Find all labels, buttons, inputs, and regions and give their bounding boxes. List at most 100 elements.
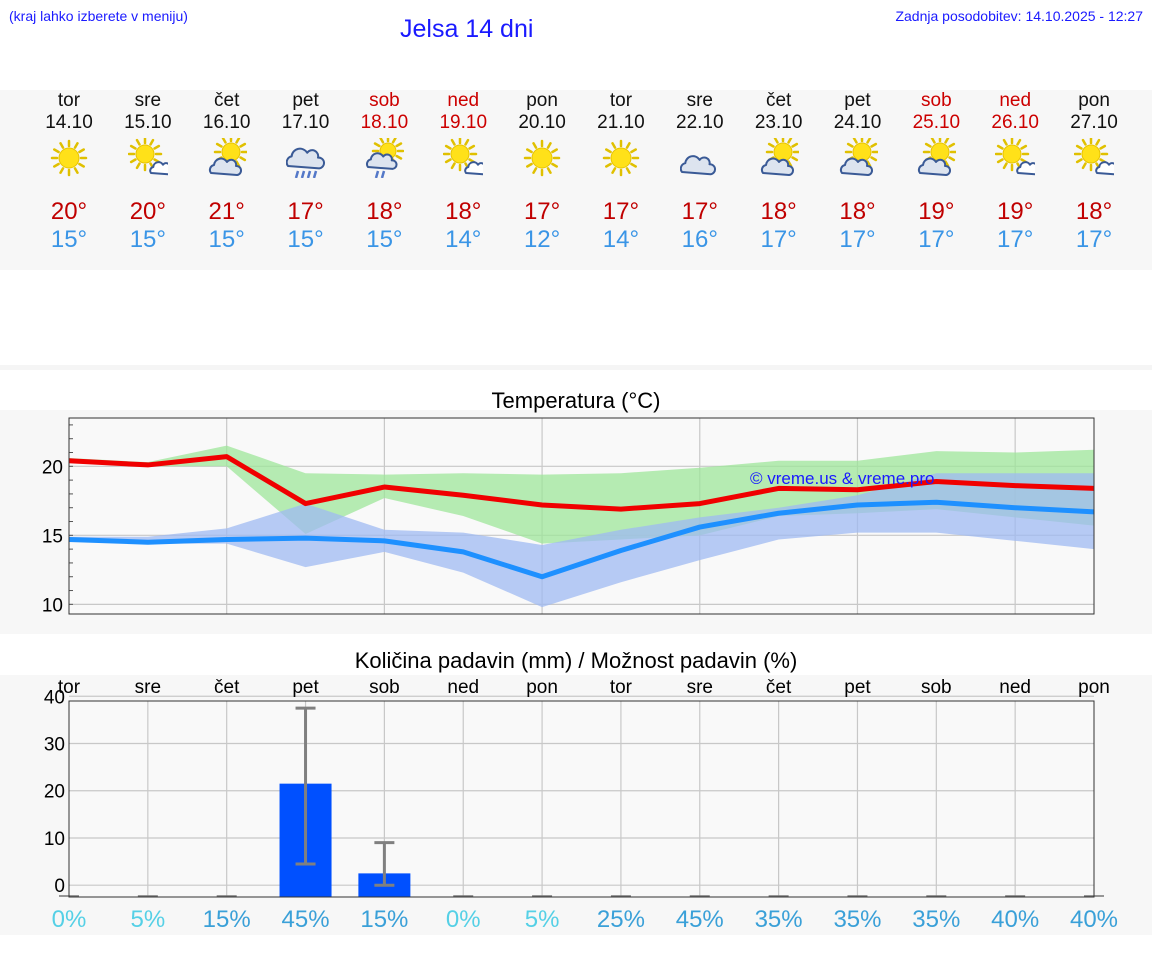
plot-area (69, 701, 1094, 897)
divider (0, 365, 1152, 370)
sun-small-cloud-icon (995, 138, 1036, 176)
precip-probability: 35% (833, 906, 881, 933)
x-tick-label: sob (921, 677, 952, 698)
x-tick-label: čet (214, 677, 240, 698)
precip-probability: 5% (525, 906, 560, 933)
day-name: sob (921, 90, 952, 111)
temp-max: 18° (839, 198, 876, 225)
day-name: ned (447, 90, 480, 111)
temp-max: 17° (287, 198, 324, 225)
sun-icon (523, 139, 561, 177)
x-tick-label: pon (1078, 677, 1110, 698)
temp-min: 17° (1075, 226, 1113, 253)
temp-min: 17° (997, 226, 1034, 253)
day-name: sob (369, 90, 400, 111)
precip-probability: 0% (446, 906, 481, 933)
temp-max: 19° (997, 198, 1034, 225)
y-tick-label: 40 (44, 687, 65, 708)
day-date: 23.10 (754, 112, 803, 133)
day-name: čet (765, 90, 792, 111)
temp-max: 17° (602, 198, 640, 225)
temp-max: 17° (681, 198, 718, 225)
temp-max: 19° (918, 198, 955, 225)
day-date: 17.10 (281, 112, 330, 133)
precip-error-bar (374, 841, 395, 887)
sun-icon (50, 139, 88, 177)
day-name: pon (1078, 90, 1110, 111)
daily-forecast: tor 14.10 20° 15° sre 15.10 20° 15° čet 16.10 21° 1… (0, 90, 1152, 270)
sun-icon (602, 139, 640, 177)
y-tick-label: 10 (44, 829, 65, 850)
temp-min: 12° (523, 226, 561, 253)
day-date: 25.10 (912, 112, 961, 133)
day-name: tor (609, 90, 633, 111)
y-tick-label: 15 (42, 526, 63, 547)
x-tick-label: čet (766, 677, 792, 698)
day-date: 14.10 (45, 112, 93, 133)
precipitation-chart-title: Količina padavin (mm) / Možnost padavin … (354, 648, 798, 673)
x-tick-label: ned (999, 677, 1031, 698)
sun-rain-icon (366, 138, 405, 178)
x-tick-label: pet (844, 677, 871, 698)
series-max-line (68, 454, 1095, 512)
temp-max: 17° (523, 198, 561, 225)
temperature-chart-title: Temperatura (°C) (491, 388, 661, 413)
day-name: tor (57, 90, 81, 111)
temp-max: 20° (129, 198, 166, 225)
precip-probability: 15% (360, 906, 408, 933)
x-tick-label: tor (58, 677, 81, 698)
precip-probability: 35% (755, 906, 803, 933)
temp-min: 15° (287, 226, 324, 253)
page-title: Jelsa 14 dni (400, 15, 534, 43)
temp-min: 17° (839, 226, 876, 253)
y-tick-label: 20 (42, 457, 63, 478)
y-tick-label: 10 (42, 595, 63, 616)
temp-min: 15° (50, 226, 88, 253)
precip-probability: 25% (597, 906, 645, 933)
sun-cloud-icon (839, 138, 878, 176)
precip-probability: 45% (676, 906, 724, 933)
precip-error-bar (295, 706, 316, 866)
x-tick-label: sre (687, 677, 713, 698)
last-update: Zadnja posodobitev: 14.10.2025 - 12:27 (895, 8, 1143, 24)
x-tick-label: sob (369, 677, 400, 698)
temp-min: 15° (366, 226, 403, 253)
sun-cloud-icon (918, 138, 957, 176)
day-date: 27.10 (1070, 112, 1118, 133)
day-name: pet (844, 90, 871, 111)
precip-probability: 15% (203, 906, 251, 933)
temp-min: 17° (760, 226, 797, 253)
x-tick-label: sre (135, 677, 161, 698)
day-name: čet (214, 90, 240, 111)
temp-min: 17° (918, 226, 955, 253)
sun-small-cloud-icon (443, 138, 484, 176)
temp-max: 18° (366, 198, 403, 225)
temp-max: 18° (760, 198, 797, 225)
sun-cloud-icon (760, 138, 799, 176)
temp-min: 14° (445, 226, 482, 253)
temp-min: 15° (208, 226, 245, 253)
precip-probability: 35% (912, 906, 960, 933)
x-tick-label: pon (526, 677, 558, 698)
plot-border (68, 700, 1095, 898)
cloud-icon (679, 155, 716, 176)
temp-max: 18° (1075, 198, 1113, 225)
day-date: 22.10 (676, 112, 724, 133)
day-name: sre (686, 90, 713, 111)
watermark: © vreme.us & vreme.pro (750, 469, 934, 488)
location-hint: (kraj lahko izberete v meniju) (9, 8, 188, 24)
y-tick-label: 30 (44, 735, 65, 756)
day-name: ned (999, 90, 1032, 111)
temp-max: 18° (445, 198, 482, 225)
precip-probability: 5% (131, 906, 166, 933)
sun-cloud-icon (208, 138, 247, 176)
x-tick-label: ned (447, 677, 479, 698)
x-tick-label: tor (610, 677, 633, 698)
series-min-line (68, 499, 1095, 580)
rain-cloud-icon (285, 147, 325, 178)
day-date: 21.10 (597, 112, 645, 133)
day-name: sre (134, 90, 162, 111)
day-date: 24.10 (833, 112, 882, 133)
day-date: 19.10 (439, 112, 488, 133)
temp-max: 21° (208, 198, 245, 225)
